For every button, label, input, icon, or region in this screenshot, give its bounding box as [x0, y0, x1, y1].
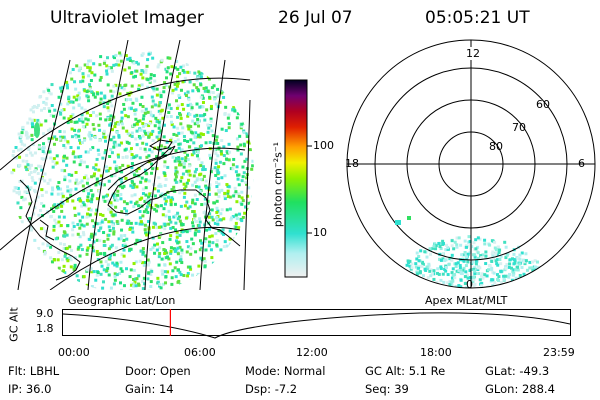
- info-gain: Gain: 14: [125, 382, 174, 396]
- colorbar-unit-label: photon cm⁻²s⁻¹: [271, 141, 285, 228]
- colorbar-tick-10: 10: [313, 226, 327, 239]
- altitude-axis-label: GC Alt: [7, 307, 21, 342]
- instrument-title: Ultraviolet Imager: [50, 8, 204, 28]
- projection-label-geographic: Geographic Lat/Lon: [68, 294, 176, 307]
- mlt-label-12: 12: [466, 47, 480, 60]
- mlat-label-80: 80: [489, 140, 503, 153]
- info-dsp: Dsp: -7.2: [245, 382, 298, 396]
- altitude-curve: [62, 312, 571, 339]
- mlt-label-0: 0: [466, 278, 473, 291]
- time-tick-1200: 12:00: [296, 346, 328, 359]
- info-flt: Flt: LBHL: [8, 364, 60, 378]
- info-door: Door: Open: [125, 364, 191, 378]
- date-label: 26 Jul 07: [278, 8, 353, 28]
- time-tick-1800: 18:00: [420, 346, 452, 359]
- altitude-tick-high: 9.0: [36, 307, 54, 320]
- mlt-label-6: 6: [578, 157, 585, 170]
- altitude-tick-low: 1.8: [36, 322, 54, 335]
- polar-plot: [346, 39, 596, 289]
- colorbar: [284, 79, 312, 278]
- geographic-image: [0, 40, 254, 290]
- info-mode: Mode: Normal: [245, 364, 326, 378]
- altitude-plot-frame: [62, 309, 571, 336]
- info-ip: IP: 36.0: [8, 382, 52, 396]
- coastline: [19, 139, 241, 281]
- info-glat: GLat: -49.3: [485, 364, 550, 378]
- projection-label-apex: Apex MLat/MLT: [425, 294, 508, 307]
- altitude-plot: [62, 309, 571, 339]
- info-glon: GLon: 288.4: [485, 382, 555, 396]
- time-label: 05:05:21 UT: [425, 8, 530, 28]
- info-gc-alt: GC Alt: 5.1 Re: [365, 364, 446, 378]
- mlat-label-60: 60: [536, 98, 550, 111]
- colorbar-tick-100: 100: [313, 139, 334, 152]
- mlt-label-18: 18: [345, 157, 359, 170]
- info-seq: Seq: 39: [365, 382, 409, 396]
- time-tick-0000: 00:00: [58, 346, 90, 359]
- time-tick-2359: 23:59: [543, 346, 575, 359]
- geo-grid-lines: [0, 40, 251, 290]
- mlat-label-70: 70: [512, 121, 526, 134]
- time-tick-0600: 06:00: [184, 346, 216, 359]
